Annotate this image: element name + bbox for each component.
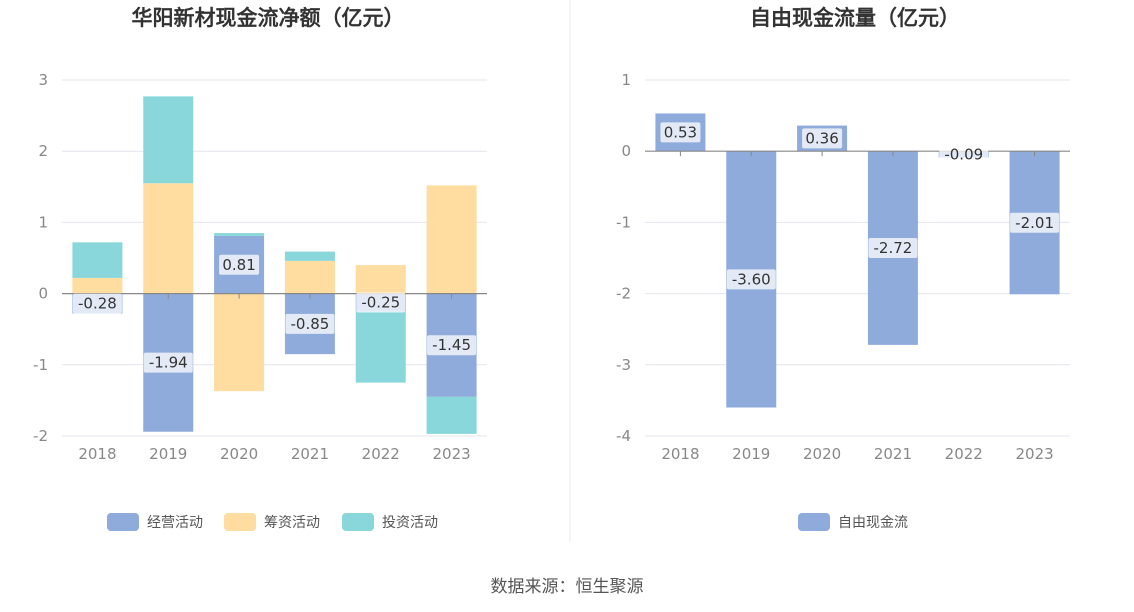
legend-swatch bbox=[342, 513, 374, 531]
x-tick-label: 2023 bbox=[1015, 445, 1053, 463]
data-label-bg bbox=[939, 144, 989, 165]
bar-stack-2019 bbox=[143, 183, 194, 294]
y-tick-label: 0 bbox=[621, 142, 631, 160]
data-label: -0.28 bbox=[78, 295, 117, 313]
bar-stack-2023 bbox=[426, 185, 477, 294]
bar-stack-2020 bbox=[214, 293, 265, 392]
x-tick-label: 2023 bbox=[432, 445, 470, 463]
x-tick-label: 2022 bbox=[945, 445, 983, 463]
bar-stack-2023 bbox=[426, 396, 477, 434]
bar-stack-2022 bbox=[355, 311, 406, 383]
data-label-bg bbox=[285, 313, 335, 334]
data-label: 0.81 bbox=[222, 256, 255, 274]
y-tick-label: -2 bbox=[33, 427, 48, 445]
bar-stack-2021 bbox=[284, 260, 335, 294]
data-label-bg bbox=[356, 292, 406, 313]
bar-stack-2018 bbox=[72, 242, 123, 278]
bar-stack-2021 bbox=[284, 251, 335, 261]
bar-stack-2018 bbox=[72, 277, 123, 294]
y-tick-label: -2 bbox=[616, 285, 631, 303]
y-tick-label: 1 bbox=[621, 71, 631, 89]
x-tick-label: 2021 bbox=[874, 445, 912, 463]
y-tick-label: -3 bbox=[616, 356, 631, 374]
y-tick-label: -4 bbox=[616, 427, 631, 445]
x-tick-label: 2019 bbox=[149, 445, 187, 463]
data-label: -1.94 bbox=[149, 354, 188, 372]
x-tick-label: 2018 bbox=[661, 445, 699, 463]
y-tick-label: 3 bbox=[38, 71, 48, 89]
data-label-bg bbox=[219, 254, 260, 275]
legend-label: 经营活动 bbox=[147, 515, 203, 531]
legend-swatch bbox=[224, 513, 256, 531]
data-source: 数据来源：恒生聚源 bbox=[491, 577, 644, 597]
data-label-bg bbox=[726, 269, 776, 290]
data-label: -2.72 bbox=[874, 239, 913, 257]
data-label-bg bbox=[72, 293, 122, 314]
bar-stack-2022 bbox=[355, 265, 406, 294]
data-label: -0.25 bbox=[361, 294, 400, 312]
data-label-bg bbox=[143, 352, 193, 373]
data-label-bg bbox=[868, 238, 918, 259]
data-label: 0.36 bbox=[805, 129, 838, 147]
y-tick-label: -1 bbox=[616, 213, 631, 231]
data-label: 0.53 bbox=[664, 123, 697, 141]
legend-swatch bbox=[798, 513, 830, 531]
x-tick-label: 2020 bbox=[220, 445, 258, 463]
data-label: -3.60 bbox=[732, 270, 771, 288]
chart-title: 自由现金流量（亿元） bbox=[750, 6, 960, 30]
legend-swatch bbox=[107, 513, 139, 531]
y-tick-label: 2 bbox=[38, 142, 48, 160]
data-label: -0.85 bbox=[291, 315, 330, 333]
y-tick-label: 0 bbox=[38, 285, 48, 303]
x-tick-label: 2020 bbox=[803, 445, 841, 463]
y-tick-label: -1 bbox=[33, 356, 48, 374]
data-label: -2.01 bbox=[1015, 214, 1054, 232]
legend-label: 自由现金流 bbox=[838, 515, 908, 531]
data-label-bg bbox=[802, 128, 843, 149]
bar-stack-2020 bbox=[214, 233, 265, 236]
legend-label: 投资活动 bbox=[382, 515, 438, 531]
bar-stack-2019 bbox=[143, 96, 194, 184]
data-label: -1.45 bbox=[432, 336, 471, 354]
legend-label: 筹资活动 bbox=[264, 514, 320, 531]
x-tick-label: 2021 bbox=[291, 445, 329, 463]
chart-title: 华阳新材现金流净额（亿元） bbox=[132, 6, 405, 30]
data-label: -0.09 bbox=[944, 145, 983, 163]
x-tick-label: 2019 bbox=[732, 445, 770, 463]
data-label-bg bbox=[427, 335, 477, 356]
data-label-bg bbox=[1010, 212, 1060, 233]
y-tick-label: 1 bbox=[38, 213, 48, 231]
x-tick-label: 2018 bbox=[78, 445, 116, 463]
data-label-bg bbox=[660, 122, 701, 143]
x-tick-label: 2022 bbox=[362, 445, 400, 463]
